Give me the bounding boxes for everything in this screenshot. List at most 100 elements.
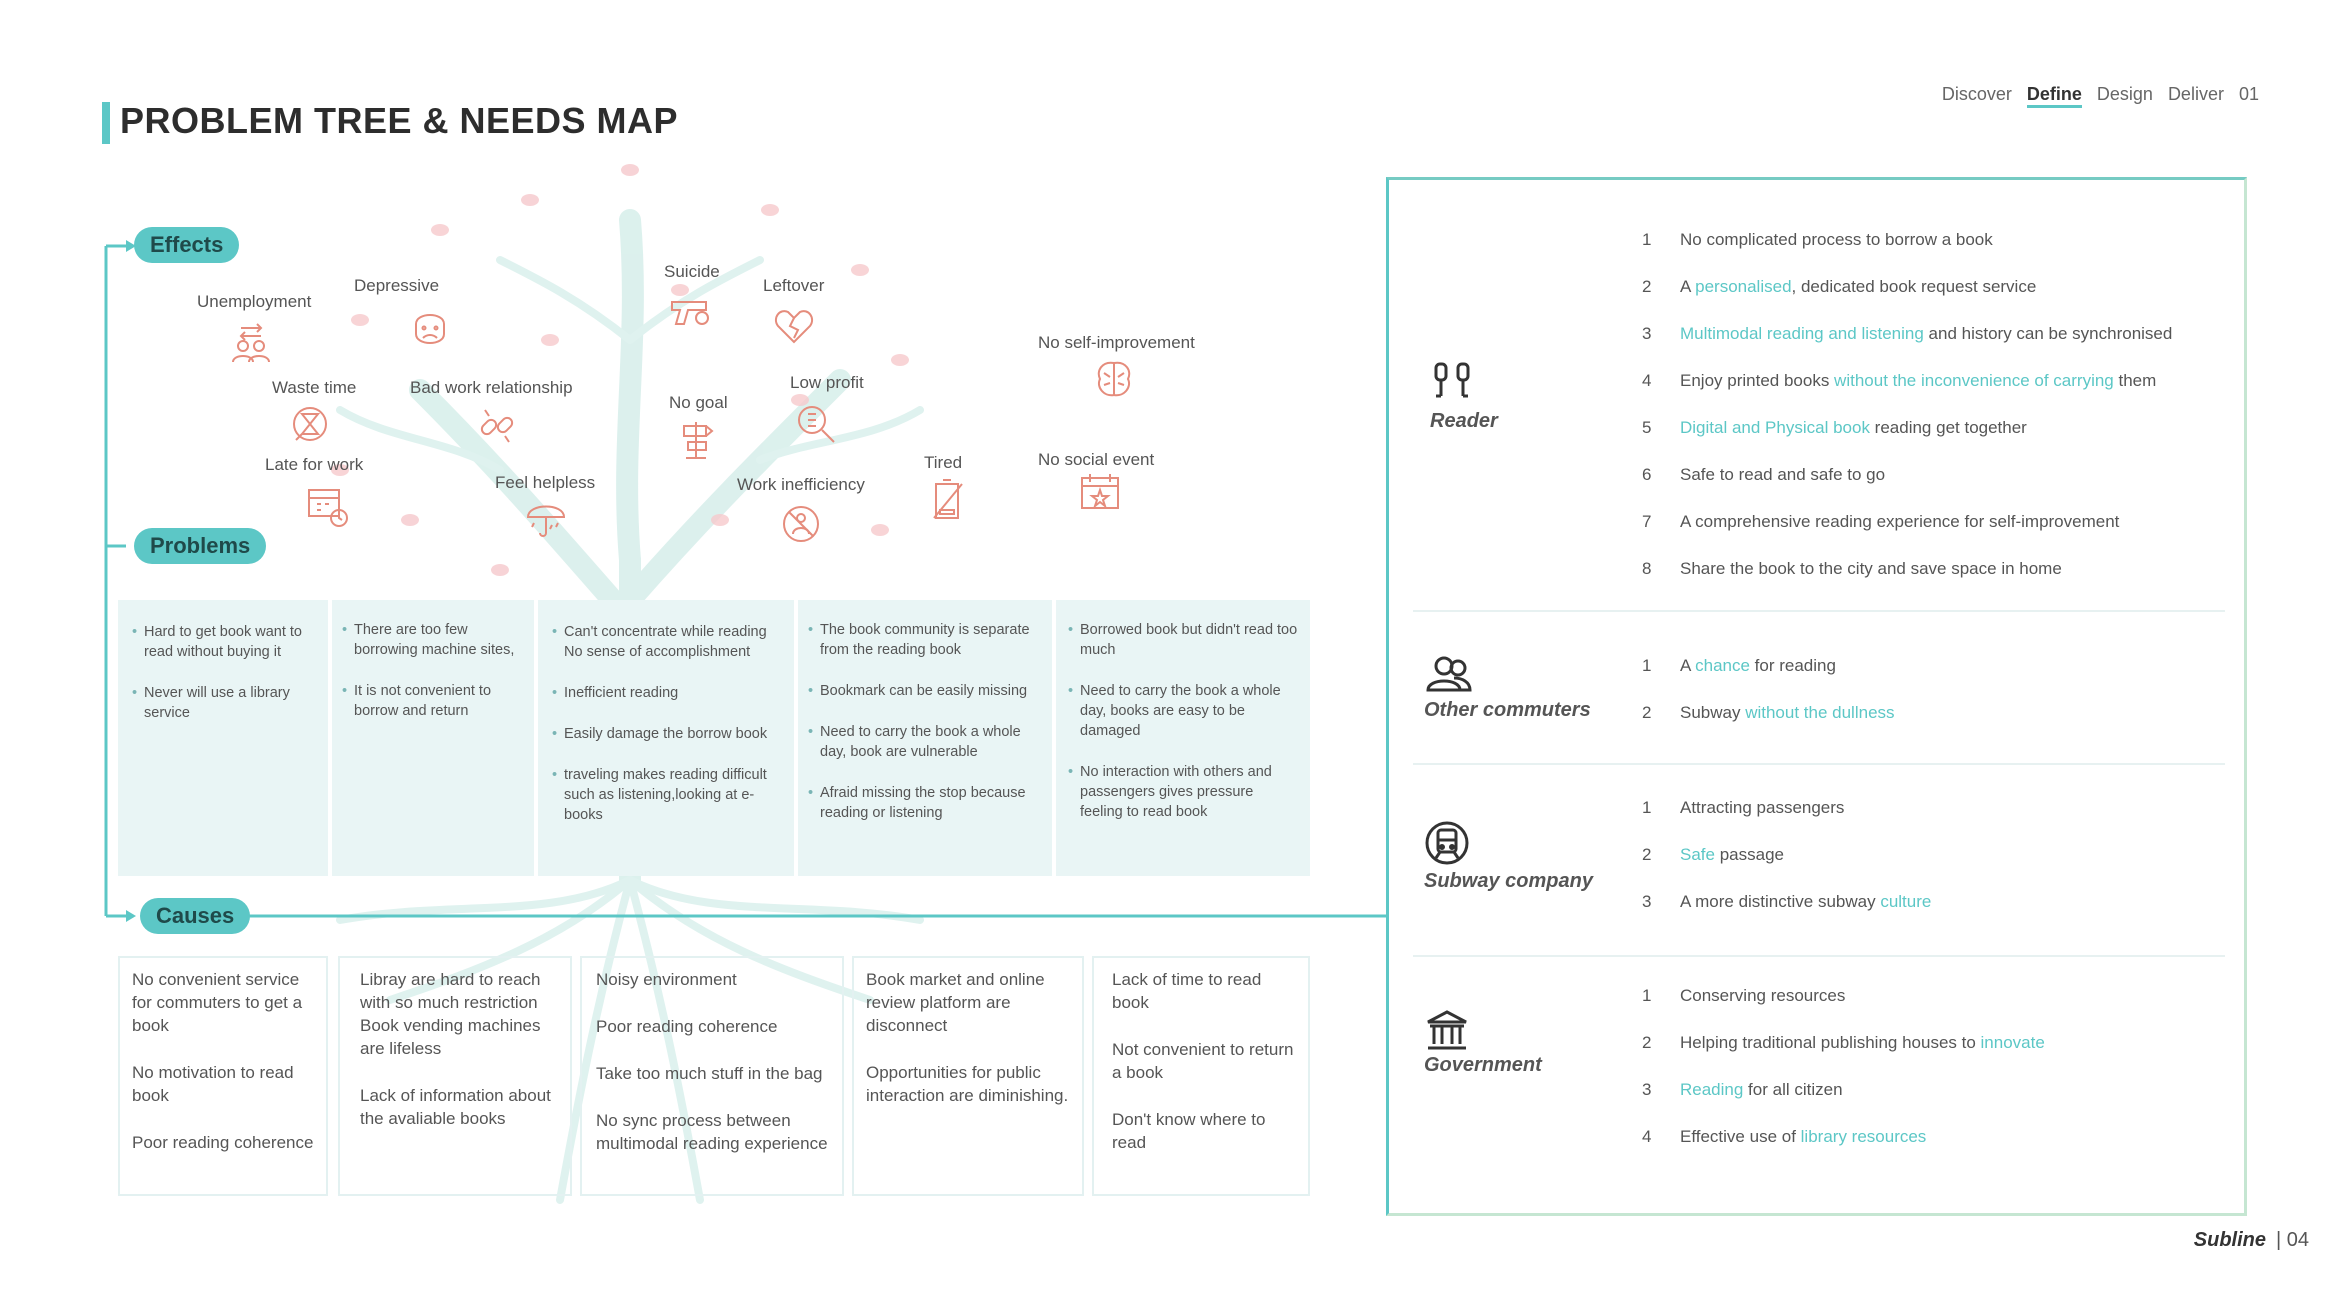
cause-item: Libray are hard to reach with so much re… [360,970,541,1058]
need-item: 3 Reading for all citizen [1642,1080,1843,1099]
stakeholder-name: Other commuters [1424,699,1591,721]
problems-label: Problems [134,528,267,564]
need-item: 2 Helping traditional publishing houses t… [1642,1033,2045,1052]
problem-item: • Can't concentrate while reading No sens… [552,624,767,660]
effect-label: Bad work relationship [410,378,573,397]
need-item: 6 Safe to read and safe to go [1642,465,1886,484]
effect-label: Work inefficiency [737,475,865,494]
need-item: 5 Digital and Physical book reading get t… [1642,418,2027,437]
effect-label: Unemployment [197,292,312,311]
need-item: 4 Enjoy printed books without the inconve… [1642,371,2157,390]
brand-name: Subline [2193,1229,2266,1251]
cause-item: Lack of time to read book [1112,970,1262,1012]
effect-label: Depressive [354,276,440,295]
problem-item: • Bookmark can be easily missing [808,683,1028,699]
need-item: 8 Share the book to the city and save spa… [1642,559,2062,578]
need-item: 3 Multimodal reading and listening and hi… [1642,324,2173,343]
effects-problems-causes-connector [104,240,1388,922]
panel-divider [1413,955,2225,957]
stakeholder-name: Government [1424,1054,1542,1076]
problem-item: • Need to carry the book a whole day, boo… [808,724,1021,760]
title-accent-bar [102,102,110,144]
nav-define[interactable]: Define [2026,84,2082,108]
problem-item: • Hard to get book want to read without b… [132,624,302,660]
effect-label: Low profit [790,373,864,392]
process-nav: Discover Define Design Deliver 01 [1932,84,2259,108]
need-item: 2 Subway without the dullness [1642,703,1895,722]
problem-item: • No interaction with others and passenge… [1068,764,1272,820]
cause-item: No motivation to read book [132,1063,294,1105]
effect-label: Leftover [763,276,825,295]
problem-item: • traveling makes reading difficult such … [552,767,767,823]
cause-item: Not convenient to return a book [1112,1040,1294,1082]
cause-box: No convenient service for commuters to g… [118,956,328,1196]
cause-item: Poor reading coherence [132,1133,314,1152]
effect-label: Feel helpless [495,473,596,492]
panel-divider [1413,763,2225,765]
signpost-icon [683,422,714,459]
problem-item: • Borrowed book but didn't read too much [1068,622,1298,658]
gun-icon [671,301,709,325]
effect-label: Suicide [664,262,720,281]
problem-item: • It is not convenient to borrow and retu… [342,683,492,719]
people-swap-icon [232,323,270,363]
page-number: | 04 [2276,1229,2309,1251]
cause-item: Lack of information about the avaliable … [360,1086,551,1128]
cause-box: Lack of time to read book Not convenient… [1092,956,1310,1196]
tree-illustration [331,164,924,1204]
cause-item: Poor reading coherence [596,1017,778,1036]
problem-item: • Easily damage the borrow book [552,726,768,742]
cause-box: Noisy environment Poor reading coherence… [580,956,844,1196]
government-building-icon [1427,1010,1467,1050]
need-item: 4 Effective use of library resources [1642,1127,1927,1146]
needs-map-panel [1386,177,2247,1216]
problem-box: • Hard to get book want to read without b… [118,600,328,876]
broken-heart-icon [774,310,814,344]
calendar-star-icon [1081,474,1119,509]
cause-item: Opportunities for public interaction are… [866,1063,1069,1105]
problem-item: • Need to carry the book a whole day, boo… [1068,683,1281,739]
effect-label: Late for work [265,455,364,474]
cause-item: Noisy environment [596,970,737,989]
footer: Subline | 04 [2194,1229,2309,1252]
crossed-battery-icon [933,479,963,519]
umbrella-rain-icon [526,505,566,537]
commuters-icon [1426,656,1472,692]
effect-label: No goal [669,393,728,412]
cause-item: No sync process between multimodal readi… [596,1111,828,1153]
cause-box: Book market and online review platform a… [852,956,1084,1196]
effect-label: Tired [924,453,963,472]
cause-item: Book market and online review platform a… [866,970,1045,1035]
need-item: 2 Safe passage [1642,845,1784,864]
problem-item: • Afraid missing the stop because reading… [808,785,1026,821]
nav-deliver[interactable]: Deliver [2167,84,2224,104]
no-work-icon [783,506,819,542]
panel-divider [1413,610,2225,612]
effect-label: No self-improvement [1038,333,1195,352]
effect-label: No social event [1038,450,1155,469]
need-item: 1 No complicated process to borrow a book [1642,230,1993,249]
broken-link-icon [480,409,514,443]
problem-item: • Never will use a library service [132,685,290,721]
cause-item: Take too much stuff in the bag [596,1064,823,1083]
nav-design[interactable]: Design [2096,84,2153,104]
sad-face-icon [415,314,445,344]
problem-box: • Borrowed book but didn't read too much … [1056,600,1310,876]
problem-item: • There are too few borrowing machine sit… [342,622,515,658]
need-item: 1 Conserving resources [1642,986,1846,1005]
coin-search-icon [798,406,835,443]
stakeholder-name: Reader [1430,410,1498,432]
hourglass-icon [293,407,327,441]
nav-discover[interactable]: Discover [1941,84,2012,104]
cause-item: Don't know where to read [1112,1110,1266,1152]
page-title: PROBLEM TREE & NEEDS MAP [120,100,679,141]
cause-box: Libray are hard to reach with so much re… [338,956,572,1196]
headphones-icon [1434,362,1470,398]
nav-section-number: 01 [2238,84,2259,104]
effect-label: Waste time [272,378,357,397]
calendar-clock-icon [308,489,348,527]
